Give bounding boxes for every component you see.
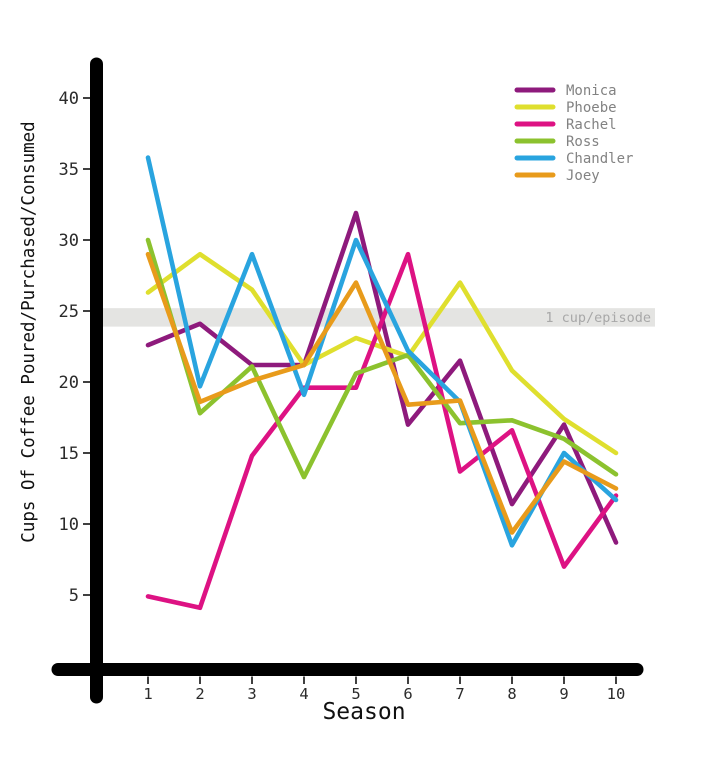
y-axis-title: Cups Of Coffee Poured/Purchased/Consumed <box>19 121 39 542</box>
x-tick-label: 5 <box>351 685 360 703</box>
x-tick-label: 10 <box>607 685 626 703</box>
x-tick-label: 7 <box>455 685 464 703</box>
y-tick-label: 30 <box>59 231 79 251</box>
series-line-phoebe <box>145 251 619 456</box>
legend-label-monica: Monica <box>566 83 617 99</box>
x-tick-label: 3 <box>247 685 256 703</box>
legend-label-joey: Joey <box>566 168 600 184</box>
y-tick-label: 10 <box>59 515 79 535</box>
x-tick-label: 6 <box>403 685 412 703</box>
x-tick-label: 2 <box>195 685 204 703</box>
legend-label-rachel: Rachel <box>566 117 617 133</box>
x-axis-title: Season <box>322 699 405 725</box>
chart-series <box>145 155 619 611</box>
y-tick-label: 5 <box>69 586 79 606</box>
x-tick-label: 1 <box>143 685 152 703</box>
annotation-band-label: 1 cup/episode <box>545 310 651 326</box>
x-tick-label: 9 <box>559 685 568 703</box>
y-tick-label: 40 <box>59 89 79 109</box>
axis-ticks: 5 10 15 20 25 30 35 40 1 2 3 4 5 6 7 8 9 10 <box>59 89 626 703</box>
series-line-ross <box>145 237 619 480</box>
legend-label-ross: Ross <box>566 134 600 150</box>
legend-label-phoebe: Phoebe <box>566 100 617 116</box>
x-tick-label: 4 <box>299 685 308 703</box>
annotation-band <box>103 308 655 327</box>
x-tick-label: 8 <box>507 685 516 703</box>
series-line-joey <box>145 251 619 535</box>
y-tick-label: 35 <box>59 160 79 180</box>
y-tick-label: 20 <box>59 373 79 393</box>
series-line-monica <box>145 210 619 545</box>
y-tick-label: 25 <box>59 302 79 322</box>
y-tick-label: 15 <box>59 444 79 464</box>
legend-label-chandler: Chandler <box>566 151 633 167</box>
